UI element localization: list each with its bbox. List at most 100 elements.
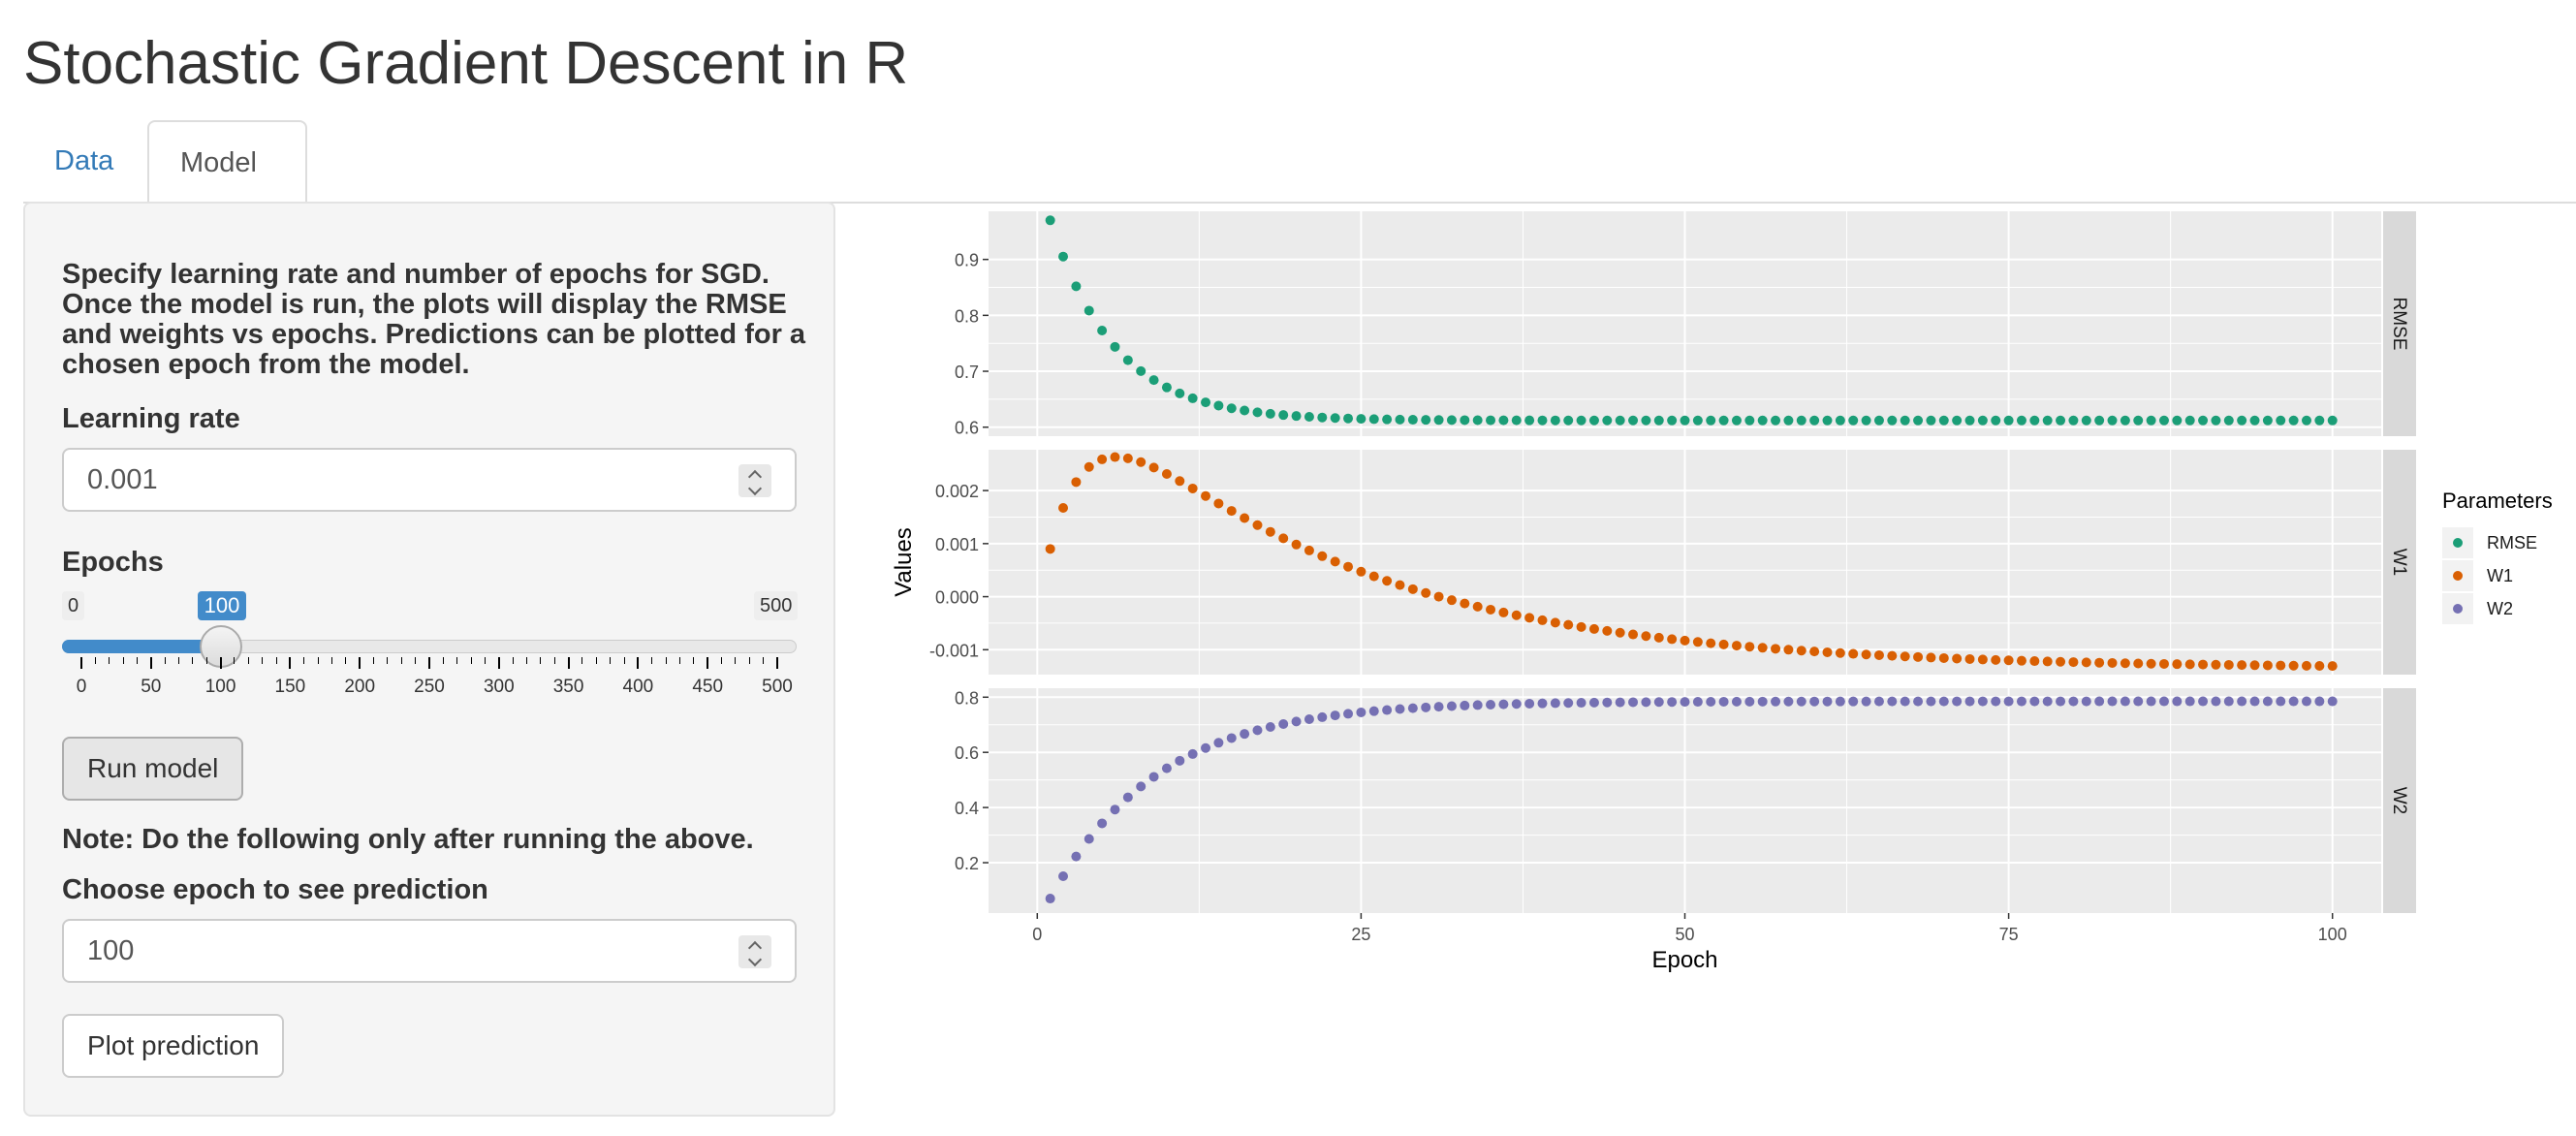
slider-major-tick: [567, 657, 570, 669]
prediction-epoch-input[interactable]: 100: [62, 919, 797, 983]
data-point-rmse: [1873, 415, 1884, 426]
data-point-w2: [1887, 696, 1898, 707]
data-point-w1: [2184, 659, 2195, 670]
data-point-w2: [2042, 696, 2053, 707]
slider-tick-label: 100: [204, 677, 236, 697]
data-point-w1: [1175, 476, 1185, 487]
slider-minor-tick: [470, 657, 472, 664]
facet-strip-label: W1: [2389, 549, 2409, 577]
data-point-w1: [1498, 607, 1509, 617]
run-model-button[interactable]: Run model: [62, 737, 244, 801]
data-point-w2: [1097, 818, 1108, 829]
data-point-w2: [1084, 834, 1094, 844]
data-point-w1: [1356, 566, 1367, 577]
data-point-rmse: [1407, 415, 1418, 426]
data-point-rmse: [1097, 326, 1108, 336]
data-point-w1: [1952, 653, 1963, 664]
data-point-rmse: [2016, 415, 2026, 426]
data-point-w1: [1524, 613, 1535, 623]
slider-minor-tick: [693, 657, 695, 664]
data-point-w1: [1977, 654, 1988, 665]
data-point-w2: [2133, 696, 2144, 707]
data-point-w1: [2288, 660, 2299, 671]
y-tick-label: -0.001: [929, 641, 979, 660]
data-point-w2: [1550, 698, 1560, 709]
data-point-w2: [1615, 697, 1625, 708]
prediction-epoch-spinner-icon[interactable]: [738, 935, 771, 968]
y-tick-label: 0.7: [955, 363, 979, 382]
data-point-w2: [1809, 696, 1820, 707]
learning-rate-input[interactable]: 0.001: [62, 448, 797, 512]
slider-major-tick: [776, 657, 778, 669]
facet-strip: [2383, 450, 2416, 675]
y-tick-label: 0.8: [955, 688, 979, 708]
data-point-rmse: [1977, 415, 1988, 426]
data-point-w1: [2068, 657, 2079, 668]
data-point-w1: [1991, 654, 2001, 665]
data-point-w2: [1058, 871, 1069, 882]
data-point-rmse: [2003, 415, 2014, 426]
tab-data[interactable]: Data: [54, 145, 114, 176]
data-point-w2: [1628, 697, 1639, 708]
data-point-w2: [1252, 725, 1263, 736]
data-point-rmse: [1991, 415, 2001, 426]
data-point-w2: [1122, 792, 1133, 803]
data-point-w1: [2081, 657, 2091, 668]
data-point-w1: [1097, 454, 1108, 464]
slider-major-tick: [219, 657, 222, 669]
data-point-w2: [2198, 696, 2209, 707]
data-point-w2: [2327, 696, 2338, 707]
legend-dot-w1: [2453, 571, 2463, 581]
model-plot: 0.6 0.7 0.8 0.9 RMSE 0.002 0.001 0.000 -0.001 W1 0…: [892, 204, 2576, 998]
data-point-w2: [2172, 696, 2183, 707]
data-point-w1: [1718, 639, 1729, 649]
data-point-w2: [1537, 698, 1548, 709]
slider-minor-tick: [164, 657, 166, 664]
data-point-rmse: [1356, 414, 1367, 425]
slider-minor-tick: [610, 657, 612, 664]
data-point-w2: [1783, 696, 1794, 707]
data-point-w1: [1641, 631, 1651, 642]
y-tick-label: 0.002: [935, 482, 979, 501]
slider-minor-tick: [136, 657, 138, 664]
data-point-w2: [2029, 696, 2040, 707]
plot-prediction-button[interactable]: Plot prediction: [62, 1014, 285, 1078]
y-tick-label: 0.001: [935, 535, 979, 554]
data-point-w1: [2120, 658, 2130, 669]
data-point-w1: [2262, 660, 2273, 671]
learning-rate-spinner-icon[interactable]: [738, 464, 771, 497]
data-point-rmse: [1395, 414, 1405, 425]
learning-rate-label: Learning rate: [62, 403, 240, 434]
data-point-w1: [1148, 462, 1159, 473]
data-point-rmse: [1187, 393, 1198, 403]
data-point-w2: [1343, 709, 1354, 719]
data-point-w2: [1498, 699, 1509, 710]
data-point-rmse: [2198, 415, 2209, 426]
data-point-rmse: [1421, 415, 1431, 426]
slider-tick-label: 150: [274, 677, 306, 697]
data-point-rmse: [1317, 412, 1328, 423]
slider-minor-tick: [94, 657, 96, 664]
data-point-rmse: [1433, 415, 1444, 426]
data-point-w2: [1278, 719, 1289, 730]
data-point-w2: [1926, 696, 1936, 707]
data-point-rmse: [1537, 415, 1548, 426]
data-point-w1: [1252, 520, 1263, 530]
data-point-w2: [1511, 699, 1522, 710]
tab-model[interactable]: Model: [147, 120, 307, 204]
data-point-w1: [1240, 513, 1250, 523]
slider-minor-tick: [526, 657, 528, 664]
prediction-epoch-value: 100: [87, 935, 135, 966]
data-point-rmse: [1926, 415, 1936, 426]
slider-tick-label: 0: [76, 677, 87, 697]
data-point-rmse: [2081, 415, 2091, 426]
data-point-rmse: [1368, 414, 1379, 425]
data-point-w2: [1291, 716, 1302, 727]
epochs-slider-fill: [62, 640, 221, 653]
slider-minor-tick: [262, 657, 264, 664]
legend-label: W1: [2487, 566, 2513, 585]
data-point-w2: [1602, 697, 1613, 708]
data-point-w2: [1771, 696, 1781, 707]
data-point-rmse: [1278, 410, 1289, 421]
data-point-w2: [2276, 696, 2286, 707]
